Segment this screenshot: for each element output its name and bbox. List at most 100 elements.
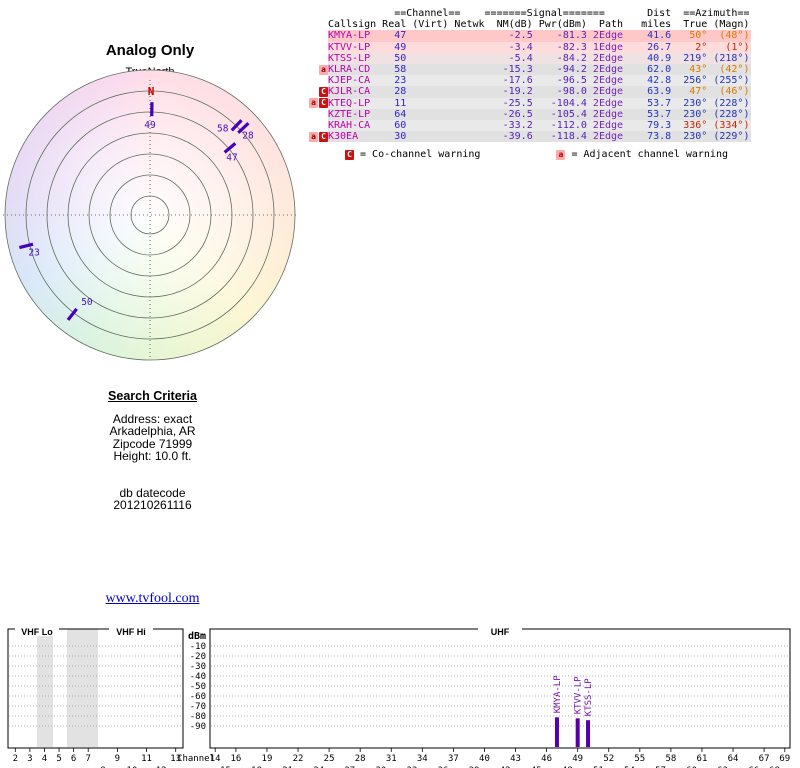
table-body: KMYA-LP 47 -2.5 -81.3 2Edge 41.6 50° (48… [308, 30, 800, 143]
channel-tick-label: 43 [510, 754, 521, 764]
channel-tick-label: 61 [697, 754, 708, 764]
table-header-groups: ==Channel== =======Signal======= Dist ==… [328, 8, 750, 19]
dbm-tick-label: -70 [190, 702, 206, 712]
channel-tick-label-row2: 27 [344, 766, 355, 768]
search-zipcode-line: Zipcode 71999 [112, 436, 193, 451]
link-row: www.tvfool.com [0, 589, 305, 607]
channel-tick-label: 19 [262, 754, 273, 764]
dbm-tick-label: -80 [190, 712, 206, 722]
north-marker: N [148, 85, 155, 98]
dbm-tick-label: -60 [190, 692, 206, 702]
channel-tick-label: 7 [85, 754, 90, 764]
band-label: UHF [491, 628, 510, 637]
dbm-axis-label: dBm [188, 631, 206, 642]
tvfool-link[interactable]: www.tvfool.com [105, 591, 200, 606]
table-row-text: KJLR-CA 28 -19.2 -98.0 2Edge 63.9 47° (4… [328, 86, 752, 98]
radar-title: Analog Only [105, 42, 195, 59]
channel-tick-label-row2: 48 [562, 766, 573, 768]
station-bar [575, 718, 580, 747]
dbm-tick-label: -90 [190, 722, 206, 732]
uhf-panel [209, 628, 791, 749]
channel-tick-label: 5 [56, 754, 61, 764]
table-row: KRAH-CA 60 -33.2 -112.0 2Edge 79.3 336° … [308, 119, 800, 132]
warning-badges [308, 109, 328, 120]
radar-disk [5, 70, 295, 360]
channel-tick-label: 55 [634, 754, 645, 764]
table-row: KMYA-LP 47 -2.5 -81.3 2Edge 41.6 50° (48… [308, 30, 800, 42]
db-datecode-value: 201210261116 [113, 498, 192, 512]
channel-tick-label: 49 [572, 754, 583, 764]
channel-tick-label-row2: 21 [282, 766, 293, 768]
co-channel-badge: C [319, 98, 328, 109]
channel-tick-label-row2: 33 [407, 766, 418, 768]
co-channel-legend-text: = Co-channel warning [354, 149, 481, 160]
channel-tick-label: 52 [603, 754, 614, 764]
range-ring [46, 111, 254, 319]
table-row: a C KTEQ-LP 11 -25.5 -104.4 2Edge 53.7 230… [308, 97, 800, 109]
channel-tick-label-row2: 66 [748, 766, 759, 768]
search-criteria: Search Criteria Address: exact Arkadelph… [0, 390, 305, 512]
channel-tick-label-row2: 42 [500, 766, 511, 768]
warning-badges [308, 120, 328, 131]
table-row: KZTE-LP 64 -26.5 -105.4 2Edge 53.7 230° … [308, 108, 800, 120]
channel-tick-label: 40 [479, 754, 490, 764]
table-row-text: KMYA-LP 47 -2.5 -81.3 2Edge 41.6 50° (48… [328, 30, 752, 42]
station-tick [19, 242, 34, 250]
table-row-text: KTSS-LP 50 -5.4 -84.2 2Edge 40.9 219° (2… [328, 52, 752, 64]
dbm-tick-label: -20 [190, 652, 206, 662]
band-label: VHF Hi [116, 628, 146, 637]
channel-tick-label-row2: 68 [769, 766, 780, 768]
table-row: KTSS-LP 50 -5.4 -84.2 2Edge 40.9 219° (2… [308, 52, 800, 64]
channel-tick-label: 46 [541, 754, 552, 764]
adjacent-channel-badge: a [556, 149, 566, 160]
table-row-text: K30EA 30 -39.6 -118.4 2Edge 73.8 230° (2… [328, 131, 752, 143]
channel-tick-label-row2: 15 [220, 766, 231, 768]
station-bar-label: KTSS-LP [584, 678, 594, 717]
table-row: KJEP-CA 23 -17.6 -96.5 2Edge 42.8 256° (… [308, 75, 800, 87]
allocation-band [67, 629, 98, 747]
channel-tick-label: 13 [170, 754, 181, 764]
channel-tick-label-row2: 63 [717, 766, 728, 768]
table-row: a C K30EA 30 -39.6 -118.4 2Edge 73.8 230° … [308, 131, 800, 143]
station-channel-label: 50 [81, 297, 93, 308]
channel-tick-label-row2: 18 [251, 766, 262, 768]
range-ring [109, 174, 191, 256]
db-datecode-label: db datecode [119, 485, 186, 500]
band-label: VHF Lo [21, 628, 53, 637]
dbm-tick-label: -10 [190, 642, 206, 652]
channel-tick-label-row2: 39 [469, 766, 480, 768]
adjacent-channel-badge: a [309, 98, 318, 109]
channel-tick-label: 3 [27, 754, 32, 764]
station-channel-label: 49 [144, 120, 156, 131]
channel-tick-label: 34 [417, 754, 428, 764]
range-ring [67, 132, 233, 298]
table-header-columns: Callsign Real (Virt) Netwk NM(dB) Pwr(dB… [328, 19, 750, 31]
station-channel-label: 47 [226, 153, 237, 164]
warning-badges [308, 30, 328, 41]
table-row-text: KTEQ-LP 11 -25.5 -104.4 2Edge 53.7 230° … [328, 97, 752, 109]
station-bar [554, 717, 559, 747]
search-address-line: Address: exact [112, 411, 193, 426]
channel-tick-label-row2: 60 [686, 766, 697, 768]
station-channel-label: 23 [28, 248, 39, 259]
dbm-tick-label: -30 [190, 662, 206, 672]
channel-tick-label: 69 [779, 754, 790, 764]
channel-tick-label: 2 [13, 754, 18, 764]
station-bar-label: KTVV-LP [574, 676, 584, 715]
range-ring [130, 195, 170, 235]
channel-tick-label: 58 [665, 754, 676, 764]
co-channel-badge: C [319, 131, 328, 142]
co-channel-badge: C [319, 86, 328, 97]
channel-tick-label-row2: 36 [438, 766, 449, 768]
table-row-text: KJEP-CA 23 -17.6 -96.5 2Edge 42.8 256° (… [328, 75, 752, 87]
channel-tick-label-row2: 12 [156, 766, 167, 768]
channel-axis-label: Channel [177, 754, 215, 764]
dbm-tick-label: -40 [190, 672, 206, 682]
allocation-band [37, 629, 53, 747]
station-tick [237, 122, 250, 134]
channel-tick-label: 31 [386, 754, 397, 764]
station-tick [223, 142, 237, 154]
